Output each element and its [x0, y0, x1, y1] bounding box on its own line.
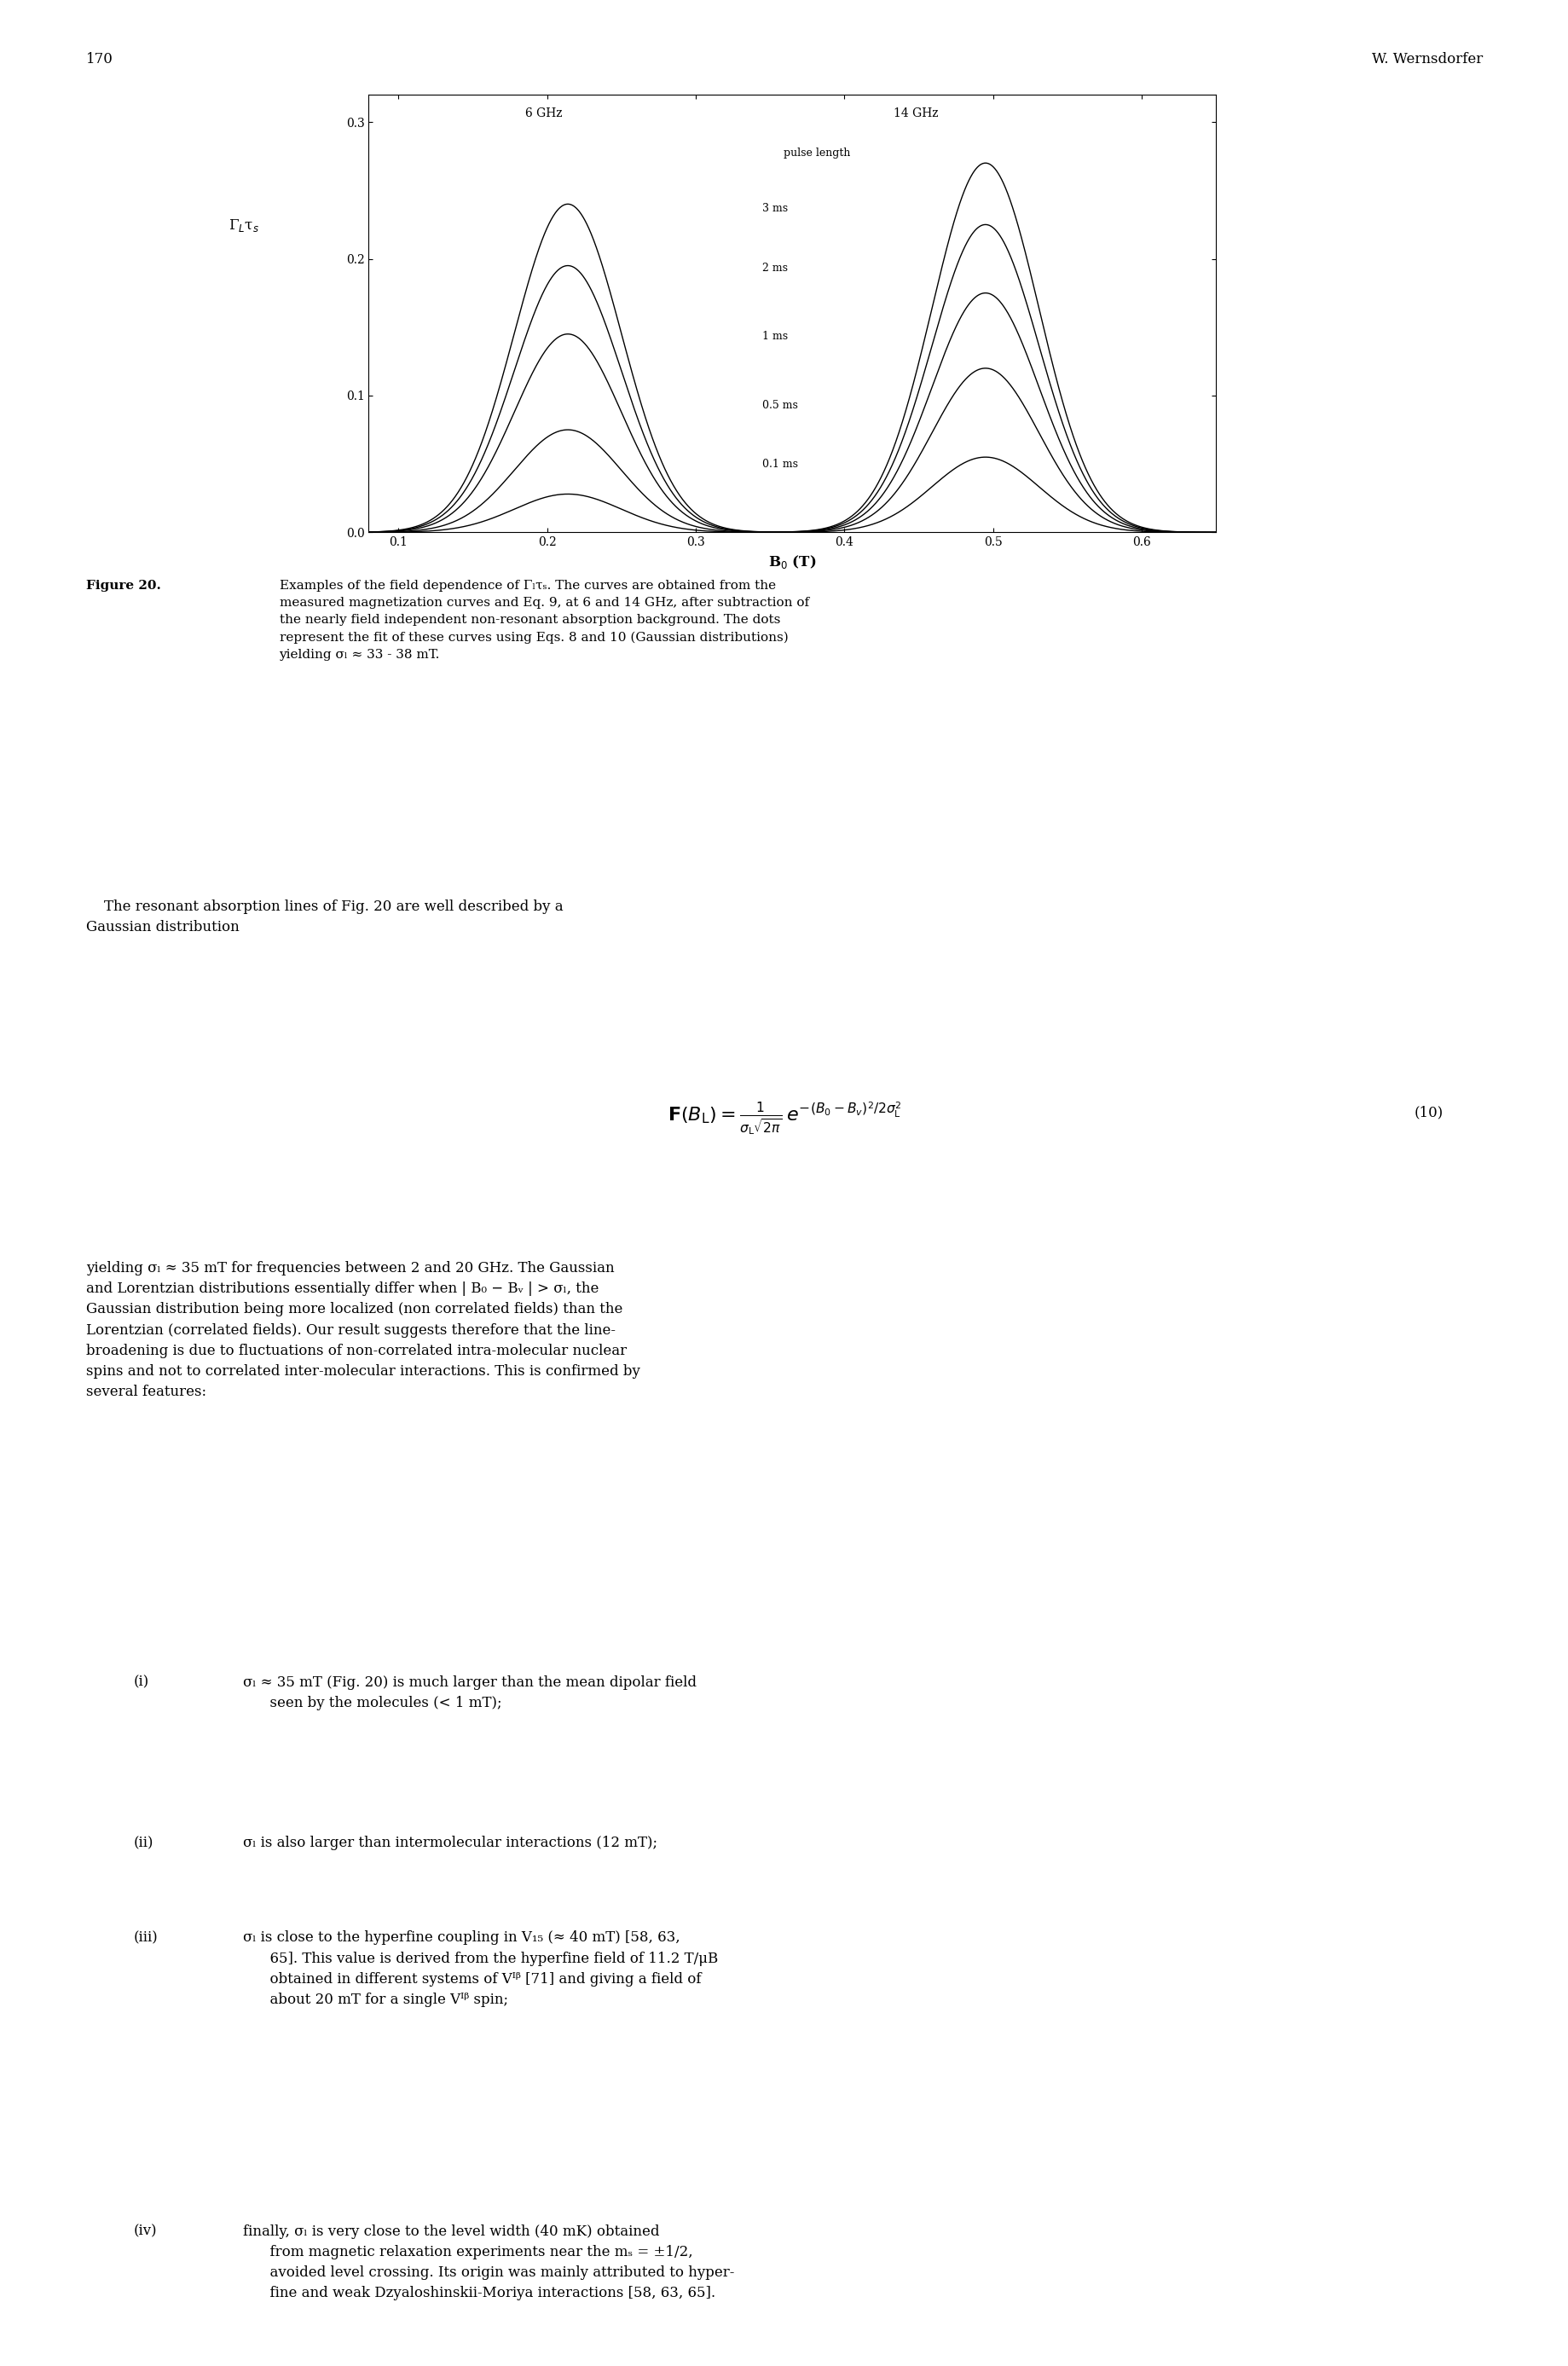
Text: pulse length: pulse length [784, 147, 850, 159]
Text: 0.5 ms: 0.5 ms [762, 400, 798, 412]
Text: 3 ms: 3 ms [762, 203, 787, 213]
Text: σₗ is close to the hyperfine coupling in V₁₅ (≈ 40 mT) [58, 63,
      65]. This : σₗ is close to the hyperfine coupling in… [243, 1931, 718, 2006]
Text: Γ$_L$τ$_s$: Γ$_L$τ$_s$ [229, 218, 259, 234]
Text: 14 GHz: 14 GHz [894, 109, 938, 121]
Text: 0.1 ms: 0.1 ms [762, 459, 798, 468]
Text: $\mathbf{F}(B_\mathrm{L}) = \frac{1}{\sigma_\mathrm{L}\sqrt{2\pi}}\,e^{-(B_0-B_v: $\mathbf{F}(B_\mathrm{L}) = \frac{1}{\si… [666, 1100, 902, 1138]
Text: The resonant absorption lines of Fig. 20 are well described by a
Gaussian distri: The resonant absorption lines of Fig. 20… [86, 899, 563, 935]
Text: Examples of the field dependence of Γₗτₛ. The curves are obtained from the
measu: Examples of the field dependence of Γₗτₛ… [279, 580, 809, 660]
Text: 2 ms: 2 ms [762, 263, 787, 274]
X-axis label: B$_0$ (T): B$_0$ (T) [768, 554, 815, 570]
Text: yielding σₗ ≈ 35 mT for frequencies between 2 and 20 GHz. The Gaussian
and Loren: yielding σₗ ≈ 35 mT for frequencies betw… [86, 1261, 640, 1398]
Text: finally, σₗ is very close to the level width (40 mK) obtained
      from magneti: finally, σₗ is very close to the level w… [243, 2224, 734, 2300]
Text: (i): (i) [133, 1675, 149, 1689]
Text: W. Wernsdorfer: W. Wernsdorfer [1370, 52, 1482, 66]
Text: (10): (10) [1413, 1105, 1443, 1119]
Text: (ii): (ii) [133, 1836, 154, 1850]
Text: σₗ is also larger than intermolecular interactions (12 mT);: σₗ is also larger than intermolecular in… [243, 1836, 657, 1850]
Text: 6 GHz: 6 GHz [525, 109, 563, 121]
Text: σₗ ≈ 35 mT (Fig. 20) is much larger than the mean dipolar field
      seen by th: σₗ ≈ 35 mT (Fig. 20) is much larger than… [243, 1675, 696, 1711]
Text: (iii): (iii) [133, 1931, 158, 1945]
Text: (iv): (iv) [133, 2224, 157, 2238]
Text: 1 ms: 1 ms [762, 331, 787, 343]
Text: 170: 170 [86, 52, 113, 66]
Text: Figure 20.: Figure 20. [86, 580, 162, 592]
